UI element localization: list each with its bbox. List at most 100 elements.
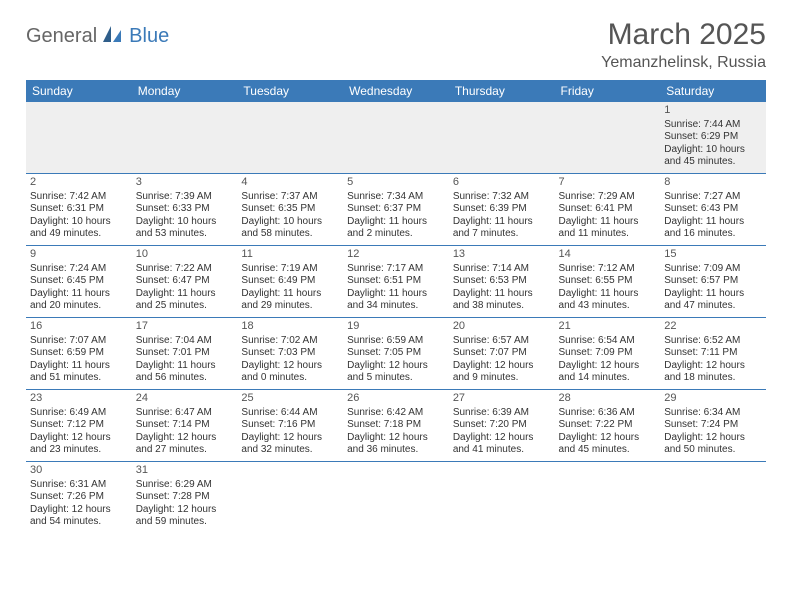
cell-line: Daylight: 11 hours bbox=[559, 288, 657, 301]
cell-line: Daylight: 11 hours bbox=[136, 360, 234, 373]
day-number: 10 bbox=[136, 248, 234, 262]
cell-line: Sunset: 6:47 PM bbox=[136, 275, 234, 288]
day-number: 17 bbox=[136, 320, 234, 334]
cell-line: Daylight: 12 hours bbox=[664, 360, 762, 373]
day-number: 31 bbox=[136, 464, 234, 478]
cell-line: and 34 minutes. bbox=[347, 300, 445, 313]
day-header: Sunday bbox=[26, 80, 132, 102]
calendar-cell: 5Sunrise: 7:34 AMSunset: 6:37 PMDaylight… bbox=[343, 173, 449, 245]
cell-line: Sunrise: 7:24 AM bbox=[30, 263, 128, 276]
calendar-cell bbox=[555, 102, 661, 173]
cell-line: Sunrise: 7:02 AM bbox=[241, 335, 339, 348]
day-number: 21 bbox=[559, 320, 657, 334]
day-number: 28 bbox=[559, 392, 657, 406]
day-header: Friday bbox=[555, 80, 661, 102]
cell-line: Sunrise: 7:04 AM bbox=[136, 335, 234, 348]
calendar-week-row: 2Sunrise: 7:42 AMSunset: 6:31 PMDaylight… bbox=[26, 173, 766, 245]
calendar-cell: 6Sunrise: 7:32 AMSunset: 6:39 PMDaylight… bbox=[449, 173, 555, 245]
calendar-cell: 26Sunrise: 6:42 AMSunset: 7:18 PMDayligh… bbox=[343, 389, 449, 461]
cell-line: Daylight: 12 hours bbox=[347, 432, 445, 445]
cell-line: Sunset: 7:07 PM bbox=[453, 347, 551, 360]
cell-line: and 59 minutes. bbox=[136, 516, 234, 529]
cell-line: Daylight: 11 hours bbox=[30, 360, 128, 373]
cell-line: Daylight: 12 hours bbox=[453, 432, 551, 445]
calendar-cell: 23Sunrise: 6:49 AMSunset: 7:12 PMDayligh… bbox=[26, 389, 132, 461]
day-number: 23 bbox=[30, 392, 128, 406]
day-header: Thursday bbox=[449, 80, 555, 102]
calendar-cell: 9Sunrise: 7:24 AMSunset: 6:45 PMDaylight… bbox=[26, 245, 132, 317]
cell-line: Sunrise: 7:17 AM bbox=[347, 263, 445, 276]
day-number: 12 bbox=[347, 248, 445, 262]
calendar-cell: 15Sunrise: 7:09 AMSunset: 6:57 PMDayligh… bbox=[660, 245, 766, 317]
cell-line: Sunrise: 7:44 AM bbox=[664, 119, 762, 132]
calendar-week-row: 16Sunrise: 7:07 AMSunset: 6:59 PMDayligh… bbox=[26, 317, 766, 389]
calendar-cell bbox=[26, 102, 132, 173]
month-title: March 2025 bbox=[601, 18, 766, 52]
cell-line: Sunrise: 6:29 AM bbox=[136, 479, 234, 492]
calendar-cell: 18Sunrise: 7:02 AMSunset: 7:03 PMDayligh… bbox=[237, 317, 343, 389]
cell-line: and 27 minutes. bbox=[136, 444, 234, 457]
cell-line: Sunset: 6:57 PM bbox=[664, 275, 762, 288]
cell-line: Daylight: 11 hours bbox=[664, 288, 762, 301]
cell-line: Daylight: 12 hours bbox=[559, 360, 657, 373]
cell-line: and 47 minutes. bbox=[664, 300, 762, 313]
cell-line: Sunrise: 6:34 AM bbox=[664, 407, 762, 420]
cell-line: Sunrise: 7:34 AM bbox=[347, 191, 445, 204]
page-header: General Blue March 2025 Yemanzhelinsk, R… bbox=[26, 18, 766, 72]
cell-line: Daylight: 12 hours bbox=[136, 504, 234, 517]
cell-line: Daylight: 10 hours bbox=[664, 144, 762, 157]
calendar-cell bbox=[237, 461, 343, 533]
cell-line: Sunset: 6:59 PM bbox=[30, 347, 128, 360]
cell-line: Sunrise: 7:09 AM bbox=[664, 263, 762, 276]
cell-line: and 45 minutes. bbox=[559, 444, 657, 457]
day-number: 11 bbox=[241, 248, 339, 262]
cell-line: and 32 minutes. bbox=[241, 444, 339, 457]
day-number: 18 bbox=[241, 320, 339, 334]
day-number: 15 bbox=[664, 248, 762, 262]
cell-line: and 0 minutes. bbox=[241, 372, 339, 385]
calendar-cell bbox=[449, 461, 555, 533]
cell-line: Daylight: 11 hours bbox=[136, 288, 234, 301]
calendar-cell: 4Sunrise: 7:37 AMSunset: 6:35 PMDaylight… bbox=[237, 173, 343, 245]
calendar-cell: 2Sunrise: 7:42 AMSunset: 6:31 PMDaylight… bbox=[26, 173, 132, 245]
calendar-cell: 8Sunrise: 7:27 AMSunset: 6:43 PMDaylight… bbox=[660, 173, 766, 245]
day-header: Saturday bbox=[660, 80, 766, 102]
day-number: 14 bbox=[559, 248, 657, 262]
cell-line: and 38 minutes. bbox=[453, 300, 551, 313]
cell-line: Daylight: 11 hours bbox=[347, 288, 445, 301]
calendar-week-row: 30Sunrise: 6:31 AMSunset: 7:26 PMDayligh… bbox=[26, 461, 766, 533]
day-number: 13 bbox=[453, 248, 551, 262]
day-number: 2 bbox=[30, 176, 128, 190]
day-number: 26 bbox=[347, 392, 445, 406]
day-number: 25 bbox=[241, 392, 339, 406]
title-block: March 2025 Yemanzhelinsk, Russia bbox=[601, 18, 766, 72]
cell-line: and 7 minutes. bbox=[453, 228, 551, 241]
cell-line: Sunset: 7:14 PM bbox=[136, 419, 234, 432]
calendar-cell bbox=[555, 461, 661, 533]
calendar-cell: 14Sunrise: 7:12 AMSunset: 6:55 PMDayligh… bbox=[555, 245, 661, 317]
cell-line: and 20 minutes. bbox=[30, 300, 128, 313]
cell-line: Sunrise: 7:22 AM bbox=[136, 263, 234, 276]
logo-text-blue: Blue bbox=[129, 25, 169, 48]
calendar-cell: 31Sunrise: 6:29 AMSunset: 7:28 PMDayligh… bbox=[132, 461, 238, 533]
calendar-cell bbox=[449, 102, 555, 173]
day-number: 27 bbox=[453, 392, 551, 406]
cell-line: Daylight: 11 hours bbox=[453, 288, 551, 301]
cell-line: Sunrise: 7:12 AM bbox=[559, 263, 657, 276]
cell-line: and 58 minutes. bbox=[241, 228, 339, 241]
cell-line: Sunset: 6:39 PM bbox=[453, 203, 551, 216]
calendar-cell: 28Sunrise: 6:36 AMSunset: 7:22 PMDayligh… bbox=[555, 389, 661, 461]
calendar-cell bbox=[343, 461, 449, 533]
cell-line: Sunset: 6:49 PM bbox=[241, 275, 339, 288]
day-number: 1 bbox=[664, 104, 762, 118]
calendar-week-row: 23Sunrise: 6:49 AMSunset: 7:12 PMDayligh… bbox=[26, 389, 766, 461]
day-number: 9 bbox=[30, 248, 128, 262]
cell-line: Sunset: 7:22 PM bbox=[559, 419, 657, 432]
day-number: 4 bbox=[241, 176, 339, 190]
cell-line: Sunrise: 7:27 AM bbox=[664, 191, 762, 204]
cell-line: and 14 minutes. bbox=[559, 372, 657, 385]
cell-line: Sunset: 7:20 PM bbox=[453, 419, 551, 432]
cell-line: Sunrise: 6:49 AM bbox=[30, 407, 128, 420]
logo: General Blue bbox=[26, 24, 169, 49]
cell-line: Sunset: 7:11 PM bbox=[664, 347, 762, 360]
